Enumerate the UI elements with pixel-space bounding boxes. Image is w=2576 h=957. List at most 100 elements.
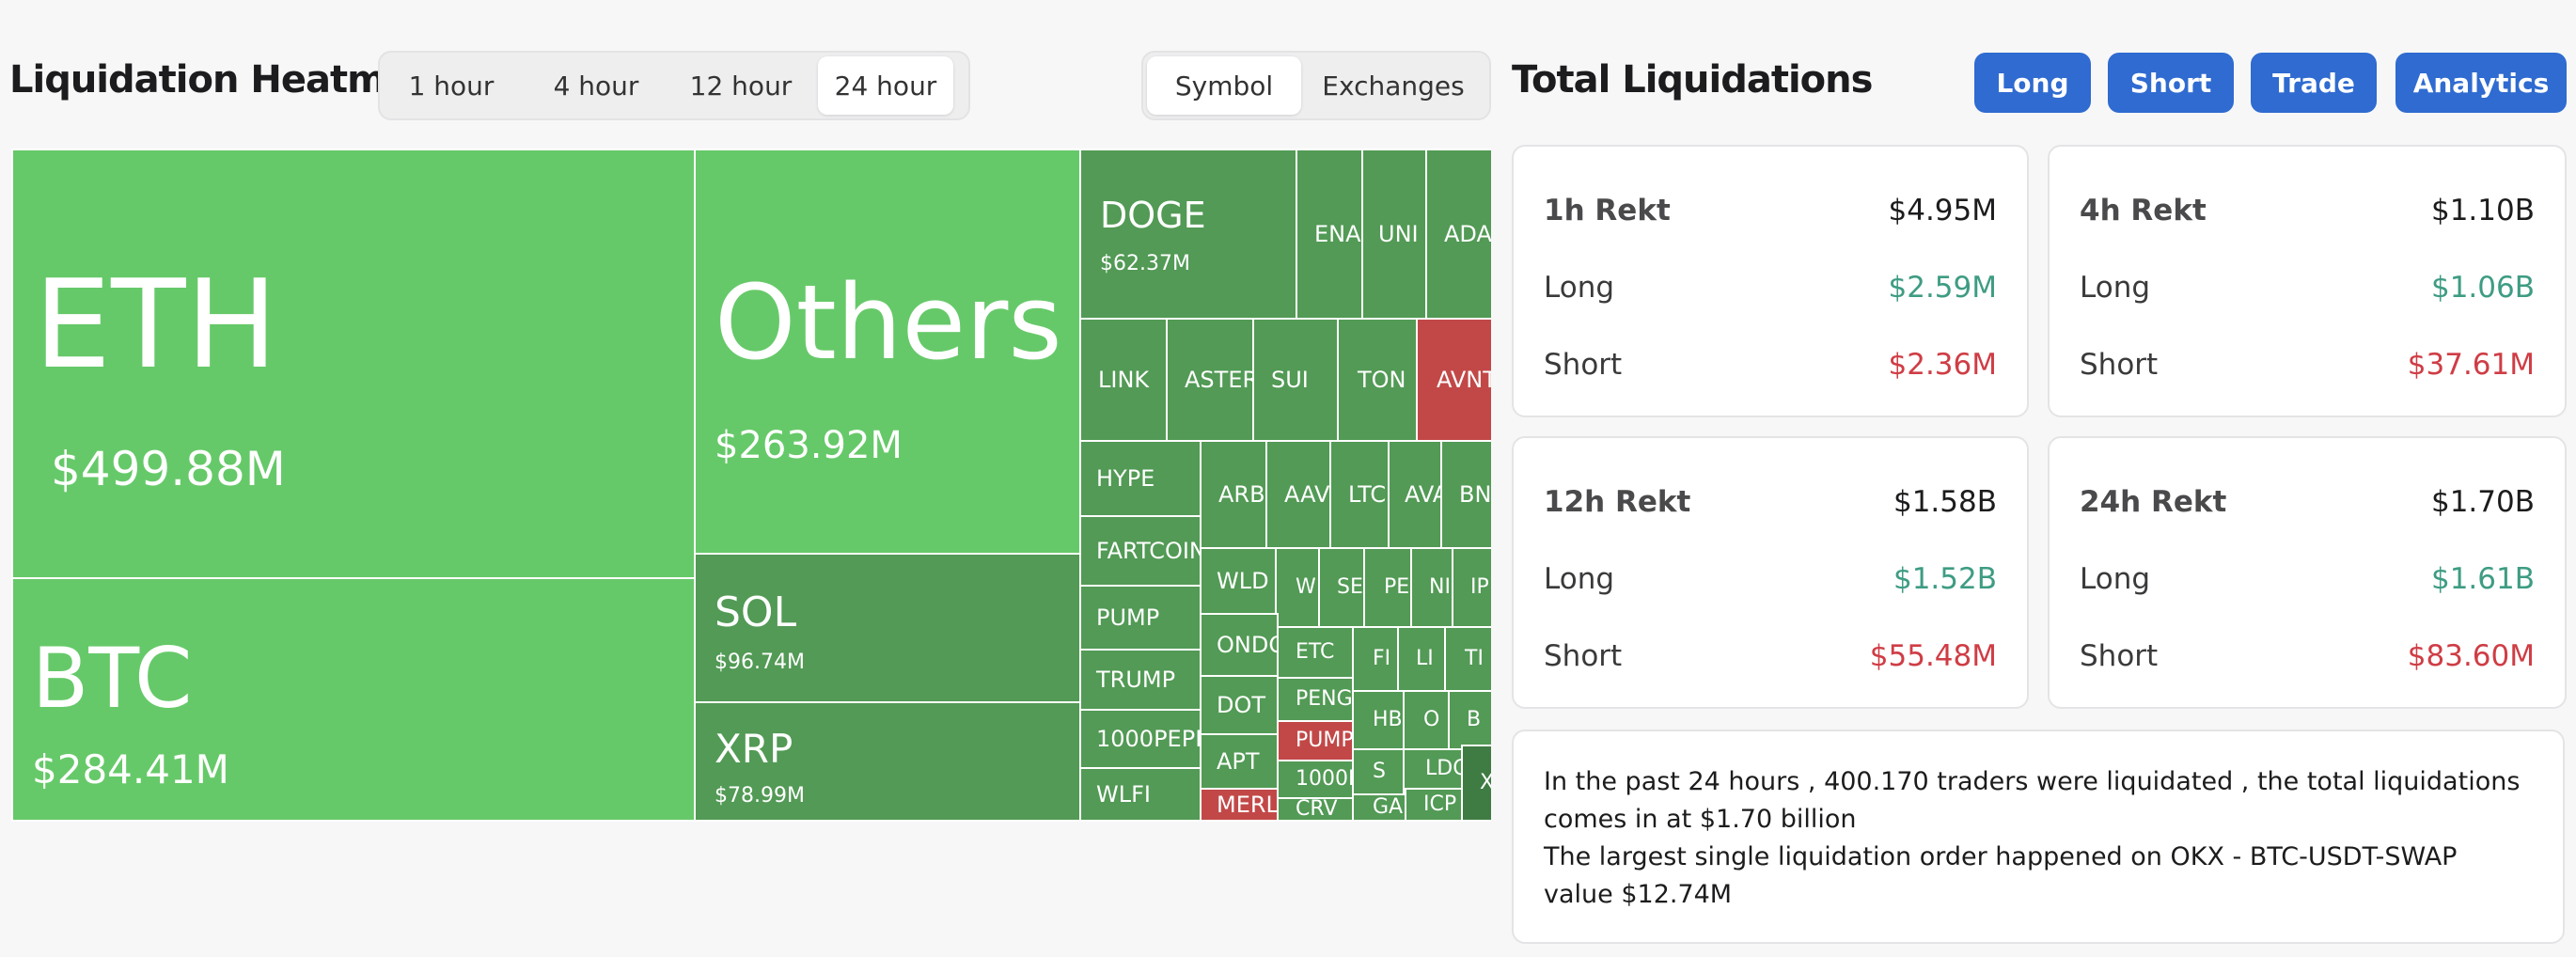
tab-symbol[interactable]: Symbol bbox=[1147, 56, 1301, 115]
card-total: $1.10B bbox=[2430, 194, 2535, 227]
tile-xrp[interactable]: XRP $78.99M bbox=[694, 701, 1081, 822]
tile-eth[interactable]: ETH $499.88M bbox=[11, 149, 696, 579]
tile-se[interactable]: SE bbox=[1318, 547, 1365, 628]
tile-ava[interactable]: AVA bbox=[1388, 440, 1442, 549]
tab-12-hour[interactable]: 12 hour bbox=[689, 70, 793, 102]
tile-wld[interactable]: WLD bbox=[1200, 547, 1277, 615]
tile-ton[interactable]: TON bbox=[1337, 318, 1418, 442]
tile-ltc[interactable]: LTC bbox=[1329, 440, 1390, 549]
tile-w[interactable]: W bbox=[1275, 547, 1320, 628]
card-short-value: $37.61M bbox=[2407, 348, 2535, 382]
tab-4-hour[interactable]: 4 hour bbox=[553, 70, 639, 102]
tile-fartcoin[interactable]: FARTCOIN bbox=[1079, 515, 1202, 587]
card-total: $1.58B bbox=[1893, 485, 1997, 519]
tile-symbol: AVNT bbox=[1437, 367, 1491, 393]
long-label: Long bbox=[2080, 562, 2151, 596]
tile-symbol: TRUMP bbox=[1096, 667, 1176, 693]
tile-fi[interactable]: FI bbox=[1352, 626, 1399, 692]
tile-symbol: ARB bbox=[1218, 481, 1265, 508]
tile-symbol: TI bbox=[1465, 647, 1484, 670]
tile-symbol: IP bbox=[1470, 575, 1489, 599]
tile-apt[interactable]: APT bbox=[1200, 733, 1279, 790]
tile-pump-red[interactable]: PUMP bbox=[1277, 720, 1354, 761]
card-label: 4h Rekt bbox=[2080, 194, 2207, 227]
tile-wlfi[interactable]: WLFI bbox=[1079, 767, 1202, 822]
tile-symbol: HB bbox=[1373, 708, 1403, 731]
tile-uni[interactable]: UNI bbox=[1361, 149, 1427, 320]
long-label: Long bbox=[2080, 271, 2151, 305]
tile-o[interactable]: O bbox=[1403, 690, 1450, 750]
card-long-value: $1.52B bbox=[1893, 562, 1997, 596]
tile-symbol: DOGE bbox=[1100, 195, 1206, 236]
tile-doge[interactable]: DOGE $62.37M bbox=[1079, 149, 1297, 320]
tile-peng[interactable]: PENG bbox=[1277, 677, 1354, 722]
tile-ada[interactable]: ADA bbox=[1425, 149, 1491, 320]
tile-gal[interactable]: GAL bbox=[1352, 793, 1406, 822]
tile-ena[interactable]: ENA bbox=[1296, 149, 1363, 320]
tab-1-hour[interactable]: 1 hour bbox=[408, 70, 495, 102]
tile-value: $284.41M bbox=[32, 746, 229, 792]
tile-symbol: W bbox=[1296, 575, 1316, 599]
tile-bnb[interactable]: BNB bbox=[1440, 440, 1491, 549]
tile-symbol: PUMP bbox=[1296, 729, 1354, 752]
tile-sol[interactable]: SOL $96.74M bbox=[694, 553, 1081, 703]
tile-pe[interactable]: PE bbox=[1363, 547, 1412, 628]
tab-exchanges[interactable]: Exchanges bbox=[1322, 70, 1465, 102]
tile-symbol: PE bbox=[1384, 575, 1410, 599]
tile-aster[interactable]: ASTER bbox=[1166, 318, 1254, 442]
tile-symbol: SE bbox=[1337, 575, 1363, 599]
tile-hb[interactable]: HB bbox=[1352, 690, 1405, 750]
tile-dot[interactable]: DOT bbox=[1200, 675, 1279, 735]
tile-btc[interactable]: BTC $284.41M bbox=[11, 577, 696, 822]
analytics-button[interactable]: Analytics bbox=[2395, 53, 2567, 113]
tile-s[interactable]: S bbox=[1352, 748, 1405, 795]
tile-aave[interactable]: AAVE bbox=[1265, 440, 1331, 549]
tile-icp[interactable]: ICP bbox=[1405, 788, 1463, 822]
short-label: Short bbox=[2080, 348, 2159, 382]
tile-symbol: GAL bbox=[1373, 795, 1405, 819]
card-long-value: $1.61B bbox=[2430, 562, 2535, 596]
tile-ti[interactable]: TI bbox=[1444, 626, 1491, 692]
tile-etc[interactable]: ETC bbox=[1277, 626, 1354, 679]
tile-value: $78.99M bbox=[715, 784, 805, 808]
tile-symbol: B bbox=[1467, 708, 1482, 731]
tile-symbol: FARTCOIN bbox=[1096, 538, 1202, 564]
tile-symbol: ENA bbox=[1314, 221, 1361, 247]
tile-crv[interactable]: CRV bbox=[1277, 797, 1354, 822]
tile-x[interactable]: X bbox=[1461, 745, 1491, 822]
tile-symbol: WLFI bbox=[1096, 781, 1151, 808]
tile-avnt[interactable]: AVNT bbox=[1416, 318, 1491, 442]
tile-pump[interactable]: PUMP bbox=[1079, 585, 1202, 651]
short-button[interactable]: Short bbox=[2108, 53, 2234, 113]
tile-symbol: DOT bbox=[1217, 692, 1266, 718]
tile-symbol: PENG bbox=[1296, 687, 1353, 711]
tile-arb[interactable]: ARB bbox=[1200, 440, 1267, 549]
card-4h-rekt: 4h Rekt $1.10B Long $1.06B Short $37.61M bbox=[2048, 145, 2567, 417]
tile-ondo[interactable]: ONDO bbox=[1200, 613, 1279, 677]
trade-button[interactable]: Trade bbox=[2251, 53, 2377, 113]
tile-hype[interactable]: HYPE bbox=[1079, 440, 1202, 517]
tile-b[interactable]: B bbox=[1448, 690, 1491, 750]
tile-link[interactable]: LINK bbox=[1079, 318, 1168, 442]
tile-ni[interactable]: NI bbox=[1410, 547, 1453, 628]
tile-1000b[interactable]: 1000B bbox=[1277, 760, 1354, 799]
tile-trump[interactable]: TRUMP bbox=[1079, 649, 1202, 711]
tile-symbol: 1000B bbox=[1296, 767, 1352, 791]
tile-others[interactable]: Others $263.92M bbox=[694, 149, 1081, 555]
tile-symbol: UNI bbox=[1378, 221, 1419, 247]
time-range-selector: 1 hour 4 hour 12 hour 24 hour bbox=[378, 51, 970, 120]
tile-symbol: O bbox=[1423, 708, 1440, 731]
tile-sui[interactable]: SUI bbox=[1252, 318, 1339, 442]
long-button[interactable]: Long bbox=[1974, 53, 2091, 113]
tile-symbol: CRV bbox=[1296, 797, 1338, 821]
tile-merl[interactable]: MERL bbox=[1200, 788, 1279, 822]
tile-li[interactable]: LI bbox=[1397, 626, 1446, 692]
tile-symbol: ETC bbox=[1296, 640, 1335, 664]
tile-symbol: LTC bbox=[1348, 481, 1387, 508]
tile-ip[interactable]: IP bbox=[1452, 547, 1491, 628]
total-liquidations-title: Total Liquidations bbox=[1512, 58, 1873, 102]
tile-1000pepe[interactable]: 1000PEPE bbox=[1079, 709, 1202, 769]
tab-24-hour[interactable]: 24 hour bbox=[818, 56, 953, 115]
tile-symbol: AAVE bbox=[1284, 481, 1330, 508]
tile-symbol: APT bbox=[1217, 748, 1260, 775]
